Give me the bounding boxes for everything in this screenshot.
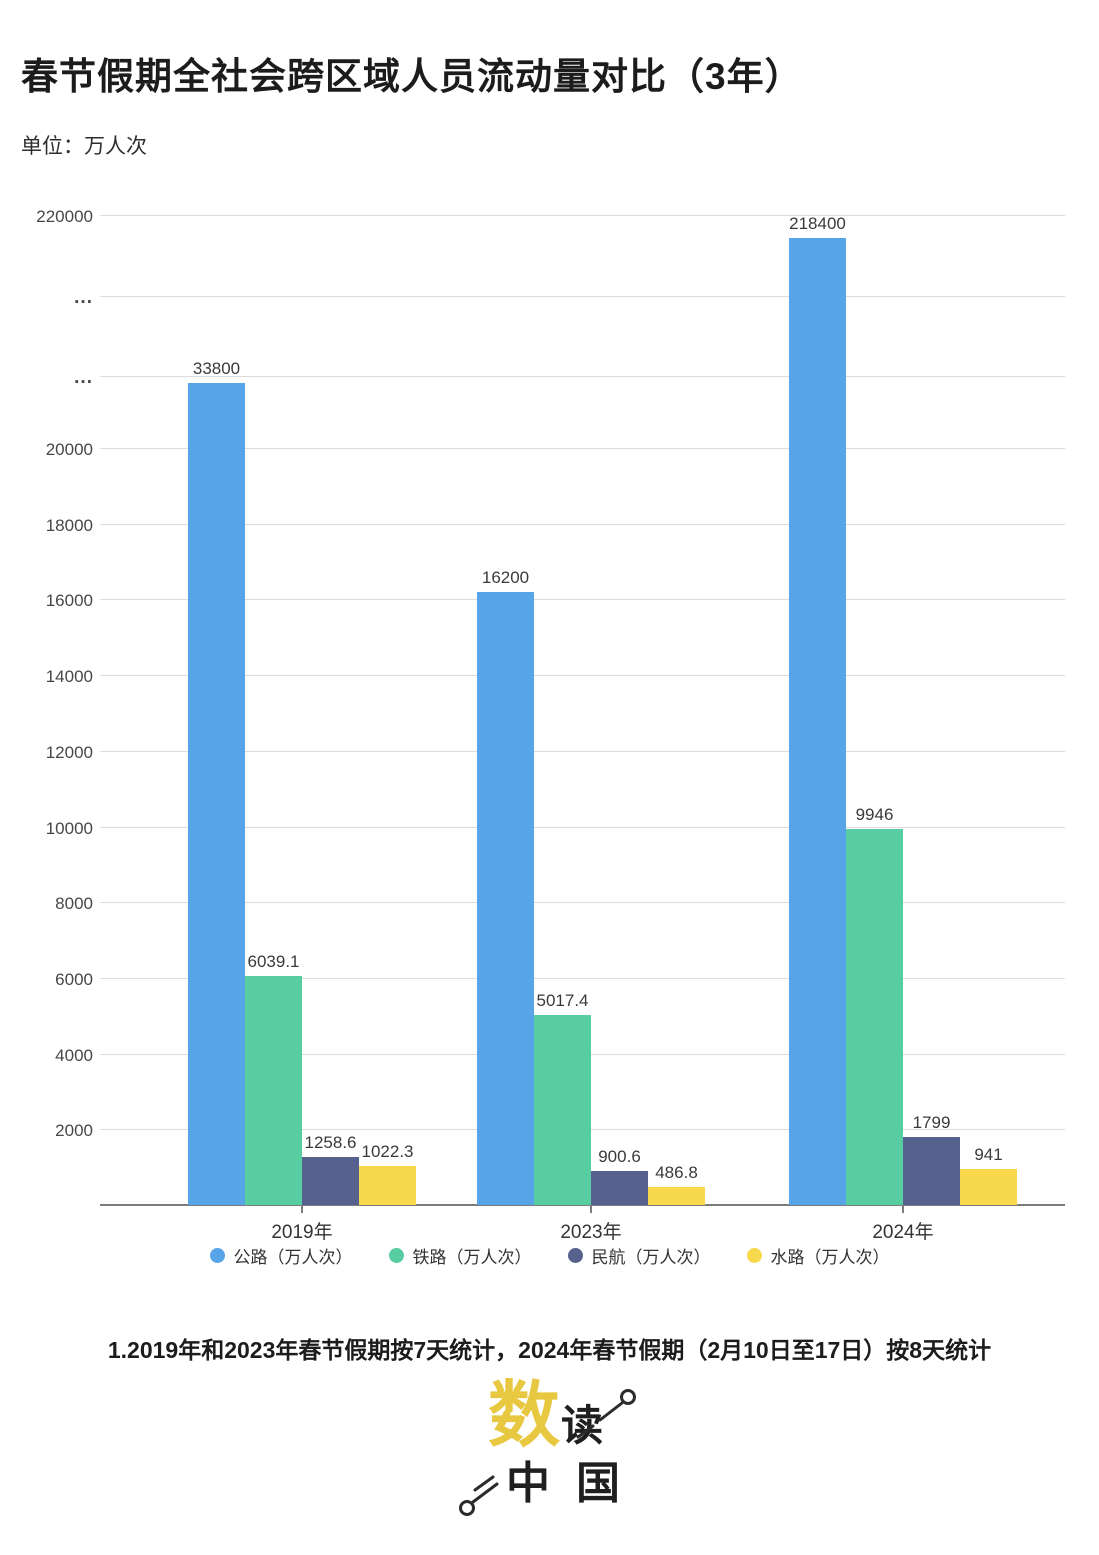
footnote: 1.2019年和2023年春节假期按7天统计，2024年春节假期（2月10日至1… [107, 1337, 992, 1363]
bar-value-label-aviation-2023: 900.6 [598, 1146, 641, 1166]
bar-road-2024 [789, 238, 846, 1205]
gridline [100, 902, 1065, 903]
y-tick-label: 2000 [55, 1121, 93, 1140]
bar-value-label-road-2023: 16200 [481, 567, 530, 587]
y-tick-label: 18000 [45, 516, 93, 535]
bar-road-2019 [188, 383, 245, 1205]
bar-value-label-road-2024: 218400 [789, 214, 846, 233]
y-tick-label: 14000 [45, 667, 93, 686]
gridline [100, 524, 1065, 525]
legend-item-railway: 铁路（万人次） [388, 1243, 532, 1268]
gridline [100, 296, 1065, 297]
gridline [100, 675, 1065, 676]
logo-char-shu: 数 [488, 1372, 561, 1457]
legend-item-waterway: 水路（万人次） [746, 1243, 890, 1268]
bar-railway-2023 [534, 1015, 591, 1205]
bar-waterway-2019 [359, 1166, 416, 1205]
x-axis-tick [902, 1206, 904, 1213]
y-tick-label: 4000 [55, 1046, 93, 1065]
y-tick-label: 8000 [55, 894, 93, 913]
legend-item-road: 公路（万人次） [209, 1243, 353, 1268]
y-axis-break-label: ... [74, 367, 93, 388]
bar-value-label-waterway-2019: 1022.3 [361, 1142, 414, 1162]
legend-item-aviation: 民航（万人次） [567, 1243, 711, 1268]
bar-value-label-waterway-2023: 486.8 [655, 1162, 698, 1182]
bar-aviation-2023 [591, 1170, 648, 1205]
bar-value-label-aviation-2024: 1799 [912, 1112, 951, 1132]
bar-waterway-2024 [960, 1169, 1017, 1205]
bar-railway-2024 [846, 828, 903, 1205]
unit-label: 单位：万人次 [21, 135, 147, 158]
gridline [100, 978, 1065, 979]
category-label: 2019年 [271, 1222, 333, 1243]
bar-value-label-waterway-2024: 941 [974, 1145, 1003, 1165]
gridline [100, 599, 1065, 600]
y-tick-label: 6000 [55, 970, 93, 989]
y-tick-label: 16000 [45, 591, 93, 610]
legend-label-aviation: 民航（万人次） [591, 1248, 711, 1267]
bar-value-label-railway-2024: 9946 [855, 804, 894, 824]
gridline [100, 751, 1065, 752]
gridline [100, 448, 1065, 449]
legend-dot-aviation [567, 1248, 583, 1263]
category-label: 2024年 [872, 1222, 934, 1243]
x-axis-tick [301, 1206, 303, 1213]
y-tick-label: 12000 [45, 743, 93, 762]
category-label: 2023年 [560, 1222, 622, 1243]
chart-legend: 公路（万人次） 铁路（万人次） 民航（万人次） 水路（万人次） [0, 1243, 1099, 1268]
gridline [100, 376, 1065, 377]
bar-waterway-2023 [648, 1186, 705, 1205]
y-tick-label: 220000 [36, 207, 93, 226]
bar-road-2023 [477, 591, 534, 1205]
y-tick-label: 20000 [45, 440, 93, 459]
shudu-zhongguo-logo: 数 读 中国 [440, 1377, 660, 1527]
logo-pin-icon [459, 1389, 636, 1516]
legend-dot-waterway [746, 1248, 762, 1263]
x-axis-line [100, 1204, 1065, 1206]
legend-dot-road [209, 1248, 225, 1263]
bar-value-label-aviation-2019: 1258.6 [304, 1133, 357, 1153]
logo-word-zhongguo: 中国 [506, 1458, 646, 1509]
legend-label-railway: 铁路（万人次） [412, 1248, 532, 1267]
bar-aviation-2019 [302, 1157, 359, 1205]
page-title: 春节假期全社会跨区域人员流动量对比（3年） [21, 56, 803, 97]
logo-char-du: 读 [561, 1401, 604, 1450]
y-tick-label: 10000 [45, 819, 93, 838]
legend-dot-railway [388, 1248, 404, 1263]
bar-railway-2019 [245, 976, 302, 1205]
legend-label-road: 公路（万人次） [233, 1248, 353, 1267]
x-axis-tick [590, 1206, 592, 1213]
gridline [100, 215, 1065, 216]
gridline [100, 827, 1065, 828]
bar-value-label-railway-2019: 6039.1 [247, 952, 300, 972]
legend-label-waterway: 水路（万人次） [770, 1248, 890, 1267]
y-axis-break-label: ... [74, 287, 93, 308]
bar-value-label-road-2019: 33800 [192, 359, 241, 378]
bar-aviation-2024 [903, 1136, 960, 1205]
bar-value-label-railway-2023: 5017.4 [536, 991, 589, 1011]
